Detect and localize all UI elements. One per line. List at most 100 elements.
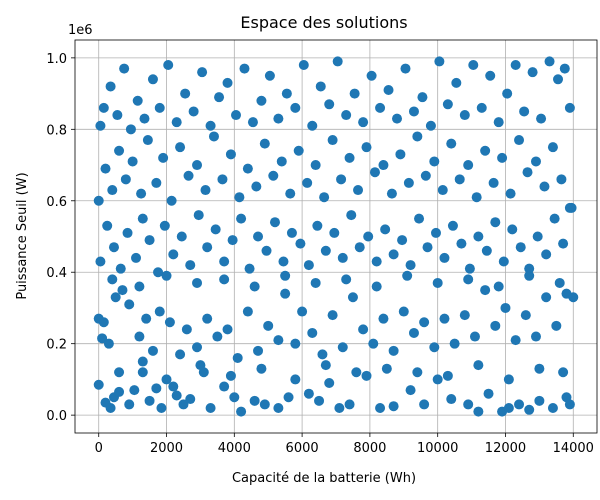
scatter-point bbox=[346, 210, 357, 221]
scatter-point bbox=[442, 370, 453, 381]
scatter-point bbox=[156, 402, 167, 413]
y-axis-label: Puissance Seuil (W) bbox=[15, 172, 30, 299]
scatter-point bbox=[144, 395, 155, 406]
scatter-point bbox=[412, 131, 423, 142]
scatter-point bbox=[317, 349, 328, 360]
scatter-point bbox=[327, 135, 338, 146]
scatter-point bbox=[312, 220, 323, 231]
scatter-point bbox=[144, 235, 155, 246]
scatter-point bbox=[293, 145, 304, 156]
scatter-point bbox=[490, 217, 501, 228]
scatter-point bbox=[388, 345, 399, 356]
scatter-point bbox=[263, 320, 274, 331]
scatter-point bbox=[469, 331, 480, 342]
scatter-point bbox=[192, 160, 203, 171]
scatter-point bbox=[303, 388, 314, 399]
scatter-point bbox=[242, 163, 253, 174]
scatter-point bbox=[502, 88, 513, 99]
scatter-point bbox=[219, 256, 230, 267]
scatter-point bbox=[229, 392, 240, 403]
scatter-point bbox=[253, 345, 264, 356]
scatter-point bbox=[369, 167, 380, 178]
scatter-point bbox=[463, 160, 474, 171]
scatter-point bbox=[154, 306, 165, 317]
scatter-point bbox=[114, 386, 125, 397]
scatter-point bbox=[429, 342, 440, 353]
scatter-point bbox=[98, 102, 109, 113]
scatter-point bbox=[180, 88, 191, 99]
scatter-point bbox=[137, 213, 148, 224]
scatter-point bbox=[117, 285, 128, 296]
scatter-point bbox=[419, 317, 430, 328]
scatter-point bbox=[259, 138, 270, 149]
y-tick-label: 0.8 bbox=[46, 123, 67, 138]
x-tick-label: 12000 bbox=[485, 441, 526, 456]
scatter-point bbox=[480, 145, 491, 156]
scatter-point bbox=[354, 242, 365, 253]
scatter-point bbox=[332, 56, 343, 67]
scatter-point bbox=[161, 270, 172, 281]
scatter-point bbox=[178, 399, 189, 410]
scatter-point bbox=[358, 324, 369, 335]
scatter-point bbox=[127, 156, 138, 167]
scatter-point bbox=[315, 81, 326, 92]
scatter-point bbox=[132, 95, 143, 106]
scatter-point bbox=[539, 181, 550, 192]
scatter-point bbox=[534, 395, 545, 406]
scatter-point bbox=[134, 331, 145, 342]
scatter-point bbox=[439, 313, 450, 324]
scatter-point bbox=[307, 327, 318, 338]
scatter-point bbox=[417, 92, 428, 103]
scatter-point bbox=[442, 99, 453, 110]
x-tick-label: 10000 bbox=[417, 441, 458, 456]
scatter-point bbox=[115, 263, 126, 274]
scatter-point bbox=[208, 131, 219, 142]
scatter-point bbox=[449, 338, 460, 349]
scatter-point bbox=[202, 313, 213, 324]
plot-frame bbox=[74, 39, 598, 434]
scatter-point bbox=[471, 192, 482, 203]
scatter-point bbox=[547, 402, 558, 413]
scatter-point bbox=[524, 270, 535, 281]
scatter-point bbox=[358, 117, 369, 128]
scatter-point bbox=[408, 106, 419, 117]
scatter-point bbox=[231, 110, 242, 121]
scatter-point bbox=[183, 170, 194, 181]
scatter-point bbox=[520, 310, 531, 321]
chart-title: Espace des solutions bbox=[240, 13, 407, 32]
scatter-point bbox=[432, 277, 443, 288]
scatter-point bbox=[493, 117, 504, 128]
scatter-point bbox=[380, 224, 391, 235]
scatter-point bbox=[483, 388, 494, 399]
scatter-point bbox=[290, 374, 301, 385]
scatter-point bbox=[122, 227, 133, 238]
scatter-point bbox=[244, 263, 255, 274]
scatter-point bbox=[273, 335, 284, 346]
scatter-point bbox=[386, 188, 397, 199]
scatter-point bbox=[351, 367, 362, 378]
scatter-point bbox=[256, 95, 267, 106]
scatter-point bbox=[481, 245, 492, 256]
scatter-point bbox=[147, 74, 158, 85]
scatter-point bbox=[430, 227, 441, 238]
scatter-point bbox=[147, 345, 158, 356]
scatter-point bbox=[349, 88, 360, 99]
scatter-point bbox=[210, 224, 221, 235]
scatter-point bbox=[217, 174, 228, 185]
scatter-point bbox=[524, 263, 535, 274]
scatter-point bbox=[329, 227, 340, 238]
scatter-point bbox=[437, 185, 448, 196]
scatter-point bbox=[139, 113, 150, 124]
scatter-point bbox=[532, 231, 543, 242]
scatter-point bbox=[249, 395, 260, 406]
scatter-point bbox=[473, 360, 484, 371]
x-tick-label: 4000 bbox=[218, 441, 251, 456]
scatter-point bbox=[297, 306, 308, 317]
scatter-point bbox=[507, 224, 518, 235]
x-tick-label: 14000 bbox=[553, 441, 594, 456]
scatter-point bbox=[242, 306, 253, 317]
scatter-point bbox=[129, 385, 140, 396]
scatter-point bbox=[344, 399, 355, 410]
y-tick-label: 0.2 bbox=[46, 338, 67, 353]
